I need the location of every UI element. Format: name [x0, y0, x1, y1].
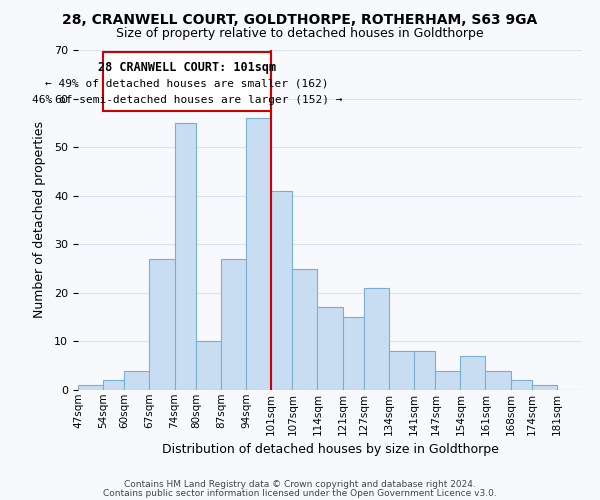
X-axis label: Distribution of detached houses by size in Goldthorpe: Distribution of detached houses by size … — [161, 443, 499, 456]
Bar — [149, 259, 175, 390]
Text: 28, CRANWELL COURT, GOLDTHORPE, ROTHERHAM, S63 9GA: 28, CRANWELL COURT, GOLDTHORPE, ROTHERHA… — [62, 12, 538, 26]
Bar — [485, 370, 511, 390]
Text: 46% of semi-detached houses are larger (152) →: 46% of semi-detached houses are larger (… — [32, 94, 342, 104]
Bar — [414, 351, 436, 390]
Bar — [460, 356, 485, 390]
Text: ← 49% of detached houses are smaller (162): ← 49% of detached houses are smaller (16… — [45, 78, 329, 88]
Bar — [511, 380, 532, 390]
Bar — [317, 308, 343, 390]
Bar — [196, 342, 221, 390]
Text: Contains public sector information licensed under the Open Government Licence v3: Contains public sector information licen… — [103, 488, 497, 498]
Bar — [436, 370, 460, 390]
Bar — [78, 385, 103, 390]
Y-axis label: Number of detached properties: Number of detached properties — [33, 122, 46, 318]
Bar — [389, 351, 414, 390]
Bar — [246, 118, 271, 390]
Bar — [364, 288, 389, 390]
Text: Contains HM Land Registry data © Crown copyright and database right 2024.: Contains HM Land Registry data © Crown c… — [124, 480, 476, 489]
Text: 28 CRANWELL COURT: 101sqm: 28 CRANWELL COURT: 101sqm — [98, 60, 276, 74]
Bar — [532, 385, 557, 390]
Bar — [221, 259, 246, 390]
Bar — [271, 191, 292, 390]
FancyBboxPatch shape — [103, 52, 271, 110]
Text: Size of property relative to detached houses in Goldthorpe: Size of property relative to detached ho… — [116, 28, 484, 40]
Bar — [103, 380, 124, 390]
Bar — [175, 123, 196, 390]
Bar — [343, 317, 364, 390]
Bar — [124, 370, 149, 390]
Bar — [292, 268, 317, 390]
